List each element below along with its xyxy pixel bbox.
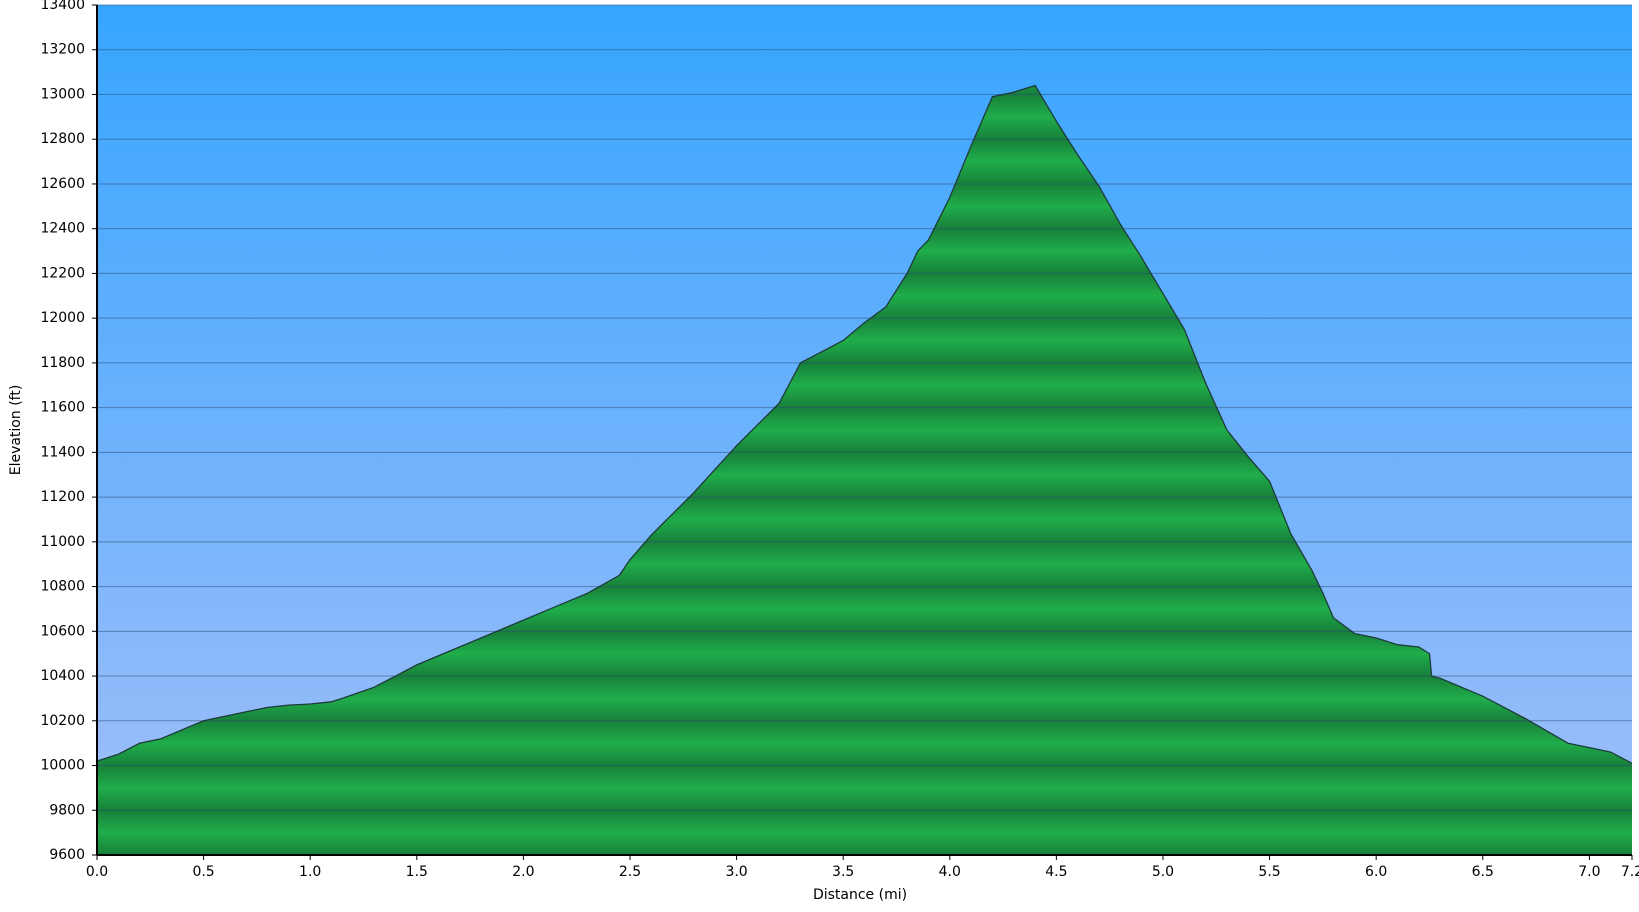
- x-tick-label: 2.5: [619, 864, 641, 880]
- x-tick-label: 2.0: [512, 864, 534, 880]
- y-tick-label: 13000: [40, 86, 85, 102]
- x-tick-label: 6.5: [1472, 864, 1494, 880]
- x-tick-label: 3.5: [832, 864, 854, 880]
- y-tick-label: 10000: [40, 758, 85, 774]
- x-tick-label: 5.5: [1258, 864, 1280, 880]
- x-tick-label: 6.0: [1365, 864, 1387, 880]
- y-tick-label: 12800: [40, 131, 85, 147]
- y-tick-label: 11200: [40, 489, 85, 505]
- x-tick-label: 0.5: [192, 864, 214, 880]
- y-tick-label: 11400: [40, 444, 85, 460]
- elevation-line: [96, 84, 1633, 764]
- y-tick-label: 10200: [40, 713, 85, 729]
- x-tick-label: 7.2: [1621, 864, 1639, 880]
- x-tick-label: 5.0: [1152, 864, 1174, 880]
- x-tick-label: 1.0: [299, 864, 321, 880]
- y-tick-label: 10600: [40, 623, 85, 639]
- y-tick-label: 9600: [49, 847, 85, 863]
- x-tick-label: 4.5: [1045, 864, 1067, 880]
- x-tick-label: 4.0: [939, 864, 961, 880]
- y-tick-label: 12400: [40, 221, 85, 237]
- y-tick-label: 9800: [49, 802, 85, 818]
- y-tick-label: 12000: [40, 310, 85, 326]
- y-tick-label: 13200: [40, 42, 85, 58]
- x-tick-label: 0.0: [86, 864, 108, 880]
- y-tick-label: 10400: [40, 668, 85, 684]
- y-tick-label: 12200: [40, 265, 85, 281]
- y-axis-title: Elevation (ft): [8, 385, 24, 476]
- x-axis-title: Distance (mi): [813, 887, 907, 903]
- x-tick-label: 7.0: [1578, 864, 1600, 880]
- y-tick-label: 13400: [40, 0, 85, 13]
- y-tick-label: 11600: [40, 400, 85, 416]
- y-tick-label: 10800: [40, 579, 85, 595]
- x-tick-label: 1.5: [406, 864, 428, 880]
- y-tick-label: 12600: [40, 176, 85, 192]
- y-tick-label: 11800: [40, 355, 85, 371]
- x-tick-label: 3.0: [725, 864, 747, 880]
- area-fill: [97, 85, 1632, 855]
- y-tick-label: 11000: [40, 534, 85, 550]
